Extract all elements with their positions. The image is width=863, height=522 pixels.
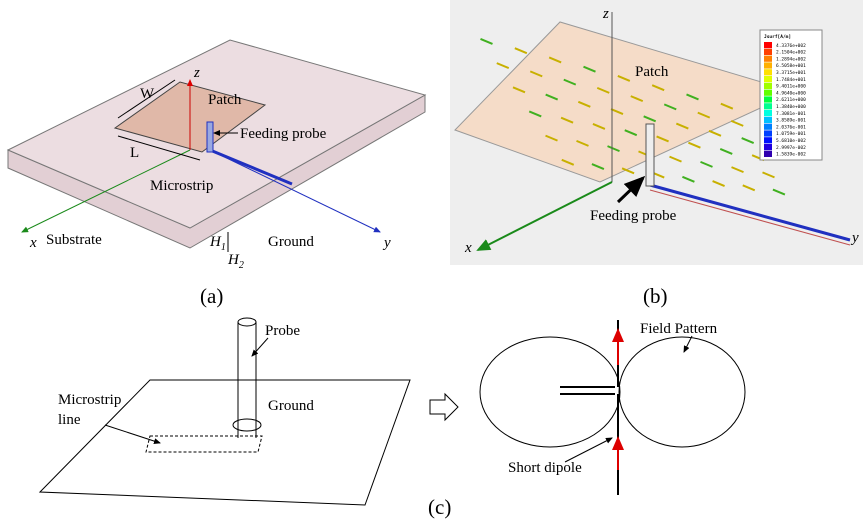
panel-a: W Patch L Feeding probe Microstrip Subst… xyxy=(8,40,425,308)
x-label: x xyxy=(29,235,37,251)
h2-label: H2 xyxy=(227,252,244,271)
legend-value: 1.5839e-002 xyxy=(776,152,806,158)
patch-label: Patch xyxy=(208,92,242,108)
probe-label: Feeding probe xyxy=(590,208,677,224)
legend-value: 2.9997e-002 xyxy=(776,145,806,151)
legend-value: 1.3840e+000 xyxy=(776,104,806,110)
patch-label: Patch xyxy=(635,64,669,80)
microstrip-label: Microstrip xyxy=(150,178,213,194)
legend-swatch xyxy=(764,90,772,96)
legend-swatch xyxy=(764,96,772,102)
short-dipole-label: Short dipole xyxy=(508,460,582,476)
legend-value: 3.3715e+001 xyxy=(776,70,806,76)
legend-value: 6.5058e+001 xyxy=(776,63,806,69)
y-label: y xyxy=(382,235,391,251)
legend-title: Jsurf[A/m] xyxy=(764,34,791,40)
legend-value: 4.3376e+002 xyxy=(776,43,806,49)
probe xyxy=(207,122,213,152)
leader xyxy=(105,425,160,443)
legend-value: 4.9640e+000 xyxy=(776,90,806,96)
w-label: W xyxy=(140,86,155,102)
legend-swatch xyxy=(764,42,772,48)
y-label: y xyxy=(850,230,859,246)
legend-swatch xyxy=(764,130,772,136)
legend-swatch xyxy=(764,124,772,130)
legend-value: 2.0376e-001 xyxy=(776,124,806,130)
h1-label: H1 xyxy=(209,234,226,253)
probe-label: Feeding probe xyxy=(240,126,327,142)
lobe-left xyxy=(480,337,620,447)
legend-value: 5.6810e-002 xyxy=(776,138,806,144)
leader xyxy=(684,336,692,352)
caption-a: (a) xyxy=(200,284,223,308)
z-label: z xyxy=(602,6,609,22)
field-pattern-label: Field Pattern xyxy=(640,321,718,337)
legend-value: 1.2894e+002 xyxy=(776,56,806,62)
panel-c xyxy=(40,318,745,505)
legend-swatch xyxy=(764,103,772,109)
leader xyxy=(565,438,612,462)
microstrip-label: Microstrip xyxy=(58,392,121,408)
legend-swatch xyxy=(764,137,772,143)
legend-value: 9.4011e+000 xyxy=(776,84,806,90)
legend-swatch xyxy=(764,83,772,89)
legend-swatch xyxy=(764,117,772,123)
legend-swatch xyxy=(764,144,772,150)
lobe-right xyxy=(619,337,745,447)
z-label: z xyxy=(193,65,200,81)
ground-label: Ground xyxy=(268,234,314,250)
caption-b: (b) xyxy=(643,284,668,308)
legend-swatch xyxy=(764,110,772,116)
legend-swatch xyxy=(764,151,772,157)
leader xyxy=(252,338,268,356)
legend-value: 1.0759e-001 xyxy=(776,131,806,137)
legend-value: 2.6211e+000 xyxy=(776,97,806,103)
transform-arrow xyxy=(430,394,458,420)
probe-top xyxy=(238,318,256,326)
caption-c: (c) xyxy=(428,495,451,519)
probe-hole xyxy=(233,419,261,431)
legend-swatch xyxy=(764,62,772,68)
substrate-label: Substrate xyxy=(46,232,102,248)
probe xyxy=(646,124,654,186)
l-label: L xyxy=(130,145,139,161)
figure: W Patch L Feeding probe Microstrip Subst… xyxy=(0,0,863,522)
microstrip-line xyxy=(146,436,262,452)
legend-value: 7.3081e-001 xyxy=(776,111,806,117)
legend-swatch xyxy=(764,69,772,75)
legend-value: 2.1504e+002 xyxy=(776,50,806,56)
legend-value: 3.8589e-001 xyxy=(776,118,806,124)
legend-value: 1.7484e+001 xyxy=(776,77,806,83)
panel-b: Jsurf[A/m] 4.3376e+0022.1504e+0021.2894e+… xyxy=(450,0,863,308)
probe-label: Probe xyxy=(265,323,300,339)
ground-label: Ground xyxy=(268,398,314,414)
microstrip-label: line xyxy=(58,412,81,428)
legend-swatch xyxy=(764,56,772,62)
legend-swatch xyxy=(764,49,772,55)
x-label: x xyxy=(464,240,472,256)
legend-swatch xyxy=(764,76,772,82)
